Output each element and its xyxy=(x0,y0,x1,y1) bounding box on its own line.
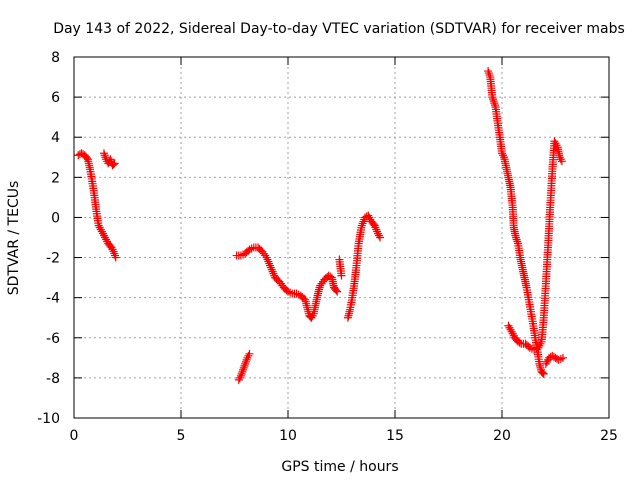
plot-frame xyxy=(73,56,610,419)
y-tick-label: -4 xyxy=(46,291,60,307)
data-series-segment xyxy=(232,243,342,322)
axis-ticks: 0 5 10 15 20 25 -10 -8 -6 -4 -2 0 2 4 6 8 xyxy=(37,50,618,444)
data-series-segment xyxy=(99,149,119,170)
x-axis-label: GPS time / hours xyxy=(281,459,398,475)
data-series-segment xyxy=(234,349,254,384)
y-tick-label: -6 xyxy=(46,331,60,347)
data-series-segment xyxy=(343,211,385,322)
data-series-segment xyxy=(484,67,548,378)
data-series-segment xyxy=(504,137,566,354)
x-tick-label: 15 xyxy=(386,428,404,444)
y-tick-label: 4 xyxy=(51,130,60,146)
y-tick-label: -10 xyxy=(37,411,60,427)
data-series-segment xyxy=(335,255,346,280)
y-axis-label: SDTVAR / TECUs xyxy=(6,181,22,296)
x-tick-label: 5 xyxy=(177,428,186,444)
gridlines xyxy=(74,57,609,418)
chart-title: Day 143 of 2022, Sidereal Day-to-day VTE… xyxy=(53,21,625,37)
x-tick-label: 25 xyxy=(600,428,618,444)
y-tick-label: 0 xyxy=(51,210,60,226)
y-tick-label: -8 xyxy=(46,371,60,387)
y-tick-label: 8 xyxy=(51,50,60,66)
x-tick-label: 20 xyxy=(493,428,511,444)
data-series-segment xyxy=(74,149,120,262)
data-series-segment xyxy=(541,351,567,368)
y-tick-label: 6 xyxy=(51,90,60,106)
data-points xyxy=(74,67,567,384)
x-tick-label: 10 xyxy=(279,428,297,444)
y-tick-label: 2 xyxy=(51,170,60,186)
y-tick-label: -2 xyxy=(46,251,60,267)
x-tick-label: 0 xyxy=(70,428,79,444)
